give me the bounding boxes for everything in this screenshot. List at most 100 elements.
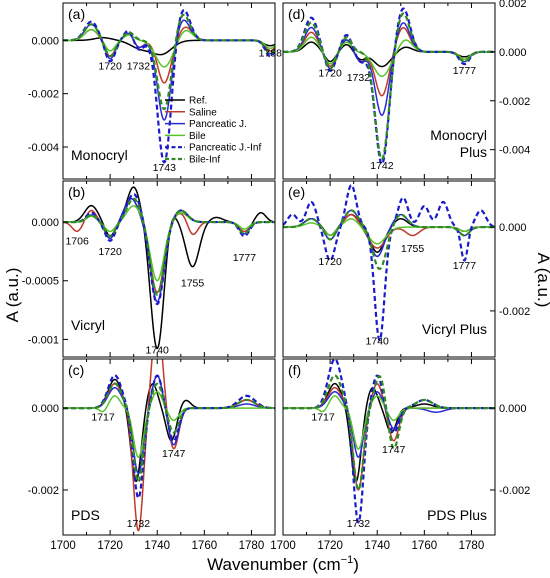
y-tick-label: -0.002 [499,306,530,318]
series-line-pancreatic-j-inf [283,184,495,342]
series-group [283,7,495,166]
panel-c: 0.000 -0.002 1700 1720 1740 1760 1780 (c) PDS 171… [28,358,276,552]
y-tick-label: -0.004 [28,142,59,154]
series-line-bile [63,391,275,458]
series-line-pancreatic-j- [283,209,495,258]
series-line-bile [283,218,495,245]
panel-frame [282,180,496,358]
series-line-bile-inf [63,13,275,111]
peak-annotation: 1743 [153,162,177,174]
panel-frame [282,358,496,536]
y-tick-label: 0.000 [499,47,527,59]
series-line-bile-inf [63,382,275,483]
peak-annotation: 1720 [318,256,342,268]
y-tick-label: -0.002 [28,485,59,497]
series-line-bile-inf [283,209,495,270]
sample-label: Monocryl [71,147,128,163]
peak-annotation: 1747 [162,448,186,460]
series-line-bile [63,28,275,68]
peak-annotation: 1732 [127,61,151,73]
peak-annotation: 1732 [127,518,151,530]
peak-annotation: 1755 [401,243,425,255]
series-line-saline [283,383,495,491]
series-line-bile-inf [283,12,495,161]
series-group [283,184,495,342]
x-axis-label-main: Wavenumber (cm [207,555,341,574]
sample-label: Monocryl [430,127,487,143]
panel-frame [62,180,276,358]
x-tick-label: 1780 [459,540,485,552]
legend-item: Pancreatic J.-Inf [165,143,261,154]
panels-layer: 0.000 -0.002 -0.004 (a) Monocryl 1720 1732 1743… [22,0,531,552]
legend-label: Bile-Inf [189,155,220,166]
x-axis-label-sup: −1 [341,554,354,566]
y-tick-label: -0.002 [499,485,530,497]
x-tick-label: 1780 [239,540,265,552]
panel-b: 0.000 -0.0005 -0.001 (b) Vicryl 1706 1720 1740 1… [22,180,276,358]
y-tick-label: -0.002 [28,89,59,101]
sample-label-line2: Plus [460,144,487,160]
peak-annotation: 1777 [233,252,257,264]
series-line-saline [63,26,275,84]
peak-annotation: 1720 [98,246,122,258]
panel-e: 0.000 -0.002 (e) Vicryl Plus 1720 1740 1755 177… [282,180,530,358]
x-tick-label: 1760 [192,540,218,552]
panel-label: (c) [68,362,84,378]
peak-annotation: 1777 [453,65,477,77]
panel-label: (f) [288,362,301,378]
series-line-pancreatic-j-inf [63,192,275,306]
series-group [63,9,275,164]
legend-label: Saline [189,107,217,118]
y-axis-label-left: A (a.u.) [3,268,22,323]
x-tick-label: 1720 [97,540,123,552]
series-line-saline [63,197,275,294]
x-tick-label: 1700 [270,540,296,552]
peak-annotation: 1747 [382,444,406,456]
legend-item: Ref. [165,96,207,107]
y-axis-label-right: A (a.u.) [534,253,550,308]
peak-annotation: 1788 [259,47,283,59]
peak-annotation: 1706 [65,235,89,247]
legend-label: Pancreatic J.-Inf [189,143,261,154]
peak-annotation: 1742 [370,160,394,172]
panel-label: (d) [288,6,305,22]
panel-label: (b) [68,184,85,200]
peak-annotation: 1755 [181,278,205,290]
legend-label: Bile [189,131,206,142]
series-line-bile-inf [63,197,275,296]
peak-annotation: 1777 [453,260,477,272]
x-axis-label-close: ) [353,555,359,574]
sample-label: Vicryl Plus [422,321,487,337]
y-tick-label: -0.0005 [22,276,59,288]
series-line-bile-inf [283,374,495,491]
series-group [63,186,275,350]
x-axis-label: Wavenumber (cm−1) [207,554,359,574]
panel-label: (a) [68,6,85,22]
peak-annotation: 1717 [91,411,115,423]
legend-item: Pancreatic J. [165,119,247,130]
legend-item: Saline [165,107,217,118]
peak-annotation: 1720 [98,61,122,73]
series-line-bile [283,36,495,78]
sample-label: PDS [71,507,100,523]
y-tick-label: 0.002 [499,0,527,10]
panel-label: (e) [288,184,305,200]
peak-annotation: 1732 [347,518,371,530]
y-tick-label: -0.001 [28,334,59,346]
y-tick-label: 0.000 [499,222,527,234]
peak-annotation: 1740 [146,344,170,356]
panel-f: 0.000 -0.002 1700 1720 1740 1760 1780 (f) PDS Pl… [270,358,530,552]
panel-frame [62,2,276,180]
series-line-saline [63,359,275,532]
peak-annotation: 1740 [366,335,390,347]
y-tick-label: 0.000 [31,217,59,229]
y-tick-label: 0.000 [499,403,527,415]
y-tick-label: -0.004 [499,145,530,157]
y-tick-label: 0.000 [31,403,59,415]
panel-frame [62,358,276,536]
series-line-pancreatic-j-inf [283,359,495,524]
peak-annotation: 1732 [347,72,371,84]
x-tick-label: 1700 [50,540,76,552]
sample-label: Vicryl [71,317,105,333]
x-tick-label: 1760 [412,540,438,552]
